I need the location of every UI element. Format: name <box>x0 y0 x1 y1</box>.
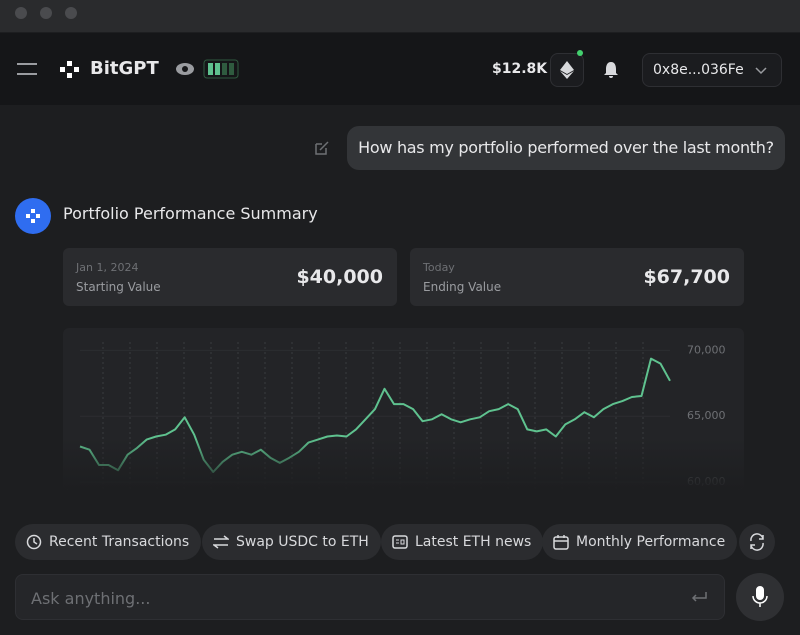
suggestion-chip[interactable]: Recent Transactions <box>15 524 202 560</box>
chip-label: Monthly Performance <box>576 534 726 550</box>
refresh-button[interactable] <box>739 524 775 560</box>
eye-icon[interactable] <box>175 62 195 76</box>
chevron <box>755 67 767 75</box>
eth-button[interactable] <box>550 50 584 87</box>
header: BitGPT $12.8K 0x8e...036Fe <box>0 33 800 105</box>
y-tick-label: 65,000 <box>687 409 726 422</box>
mic-icon <box>752 586 768 607</box>
eth-icon <box>560 61 574 79</box>
input-placeholder: Ask anything... <box>31 589 151 608</box>
card-value: $67,700 <box>643 266 730 288</box>
window-dot[interactable] <box>65 7 77 19</box>
suggestion-chip[interactable]: Monthly Performance <box>542 524 738 560</box>
window-dot[interactable] <box>40 7 52 19</box>
refresh-icon <box>750 533 764 551</box>
balance: $12.8K <box>492 61 548 77</box>
news-icon <box>392 535 408 549</box>
chip-label: Recent Transactions <box>49 534 190 550</box>
logo <box>26 209 40 223</box>
fade-overlay <box>63 438 744 490</box>
user-message: How has my portfolio performed over the … <box>347 126 785 170</box>
card-date: Today <box>423 261 455 274</box>
stat-card: Jan 1, 2024 Starting Value $40,000 <box>63 248 397 306</box>
card-label: Starting Value <box>76 280 161 294</box>
wallet-button[interactable]: 0x8e...036Fe <box>642 53 782 87</box>
enter-icon[interactable] <box>691 591 707 603</box>
wallet-address: 0x8e...036Fe <box>653 62 744 78</box>
battery-icon <box>203 59 239 79</box>
reply-title: Portfolio Performance Summary <box>63 204 318 223</box>
card-label: Ending Value <box>423 280 502 294</box>
card-value: $40,000 <box>296 266 383 288</box>
title-bar <box>0 0 800 32</box>
chip-label: Latest ETH news <box>415 534 532 550</box>
chat-input[interactable]: Ask anything... <box>15 574 725 620</box>
line <box>79 357 671 473</box>
swap-icon <box>213 535 229 549</box>
mic-button[interactable] <box>736 573 784 621</box>
assistant-avatar <box>15 198 51 234</box>
chip-label: Swap USDC to ETH <box>236 534 369 550</box>
status-dot <box>577 50 583 56</box>
calendar-icon <box>553 535 569 550</box>
logo <box>60 61 79 78</box>
edit-icon[interactable] <box>314 140 330 156</box>
menu-icon[interactable] <box>17 63 37 75</box>
suggestion-chip[interactable]: Swap USDC to ETH <box>202 524 381 560</box>
window-dot[interactable] <box>15 7 27 19</box>
card-date: Jan 1, 2024 <box>76 261 139 274</box>
stat-card: Today Ending Value $67,700 <box>410 248 744 306</box>
brand: BitGPT <box>90 58 159 79</box>
history-icon <box>26 534 42 550</box>
y-tick-label: 70,000 <box>687 343 726 356</box>
suggestion-chip[interactable]: Latest ETH news <box>381 524 544 560</box>
bell-icon[interactable] <box>603 61 619 79</box>
